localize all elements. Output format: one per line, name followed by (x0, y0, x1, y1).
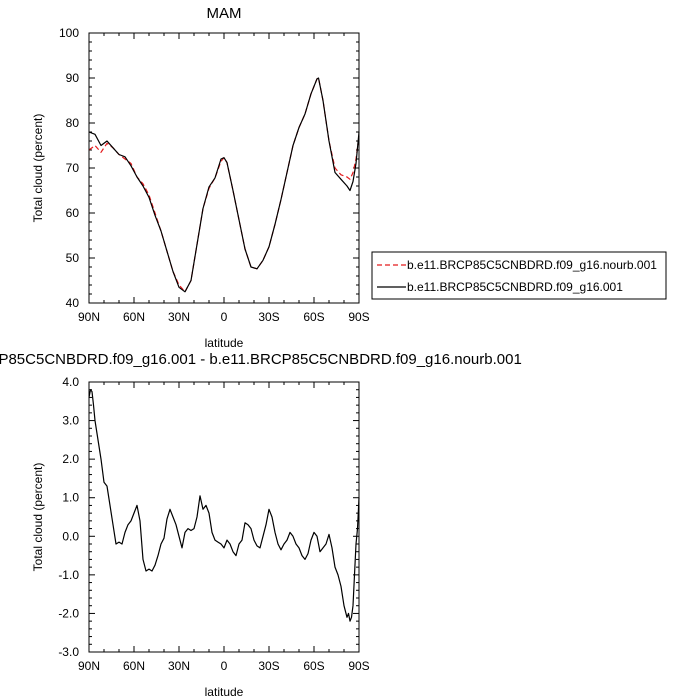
top-x-tick-label: 30N (168, 310, 190, 324)
top-series-line-1 (88, 77, 360, 293)
top-y-tick-label: 70 (66, 161, 80, 175)
bottom-chart-frame (88, 381, 360, 653)
legend-label-nourb: b.e11.BRCP85C5CNBDRD.f09_g16.nourb.001 (407, 258, 657, 272)
top-y-tick-label: 40 (66, 296, 80, 310)
bottom-series-line-0 (88, 389, 360, 622)
legend-box (371, 251, 667, 300)
top-chart-frame (88, 32, 360, 304)
bottom-y-tick-label: -3.0 (58, 645, 79, 659)
top-x-tick-label: 60N (123, 310, 145, 324)
bottom-chart-title: b.e11.BRCP85C5CNBDRD.f09_g16.001 - b.e11… (0, 351, 522, 368)
top-y-tick-label: 90 (66, 71, 80, 85)
bottom-chart-panel: b.e11.BRCP85C5CNBDRD.f09_g16.001 - b.e11… (0, 351, 522, 699)
bottom-x-tick-label: 60N (123, 659, 145, 673)
bottom-chart-ticks: 90N 60N 30N 0 30S 60S 90S -3.0 -2.0 -1.0 0.0 1.0 2.0… (58, 375, 369, 673)
legend-label-control: b.e11.BRCP85C5CNBDRD.f09_g16.001 (407, 280, 623, 294)
top-chart-series (88, 77, 360, 293)
bottom-y-tick-label: 1.0 (62, 491, 79, 505)
top-y-tick-label: 100 (59, 26, 79, 40)
bottom-x-tick-label: 30N (168, 659, 190, 673)
bottom-y-tick-label: 3.0 (62, 414, 79, 428)
top-y-tick-label: 50 (66, 251, 80, 265)
bottom-y-tick-label: 0.0 (62, 529, 79, 543)
bottom-y-tick-label: 2.0 (62, 452, 79, 466)
bottom-chart-series (88, 389, 360, 622)
bottom-x-tick-label: 30S (258, 659, 279, 673)
top-chart-xlabel: latitude (205, 336, 244, 350)
bottom-x-tick-label: 90S (348, 659, 369, 673)
top-x-tick-label: 90S (348, 310, 369, 324)
top-y-tick-label: 60 (66, 206, 80, 220)
bottom-x-tick-label: 90N (78, 659, 100, 673)
top-x-tick-label: 60S (303, 310, 324, 324)
top-chart-ticks: 90N 60N 30N 0 30S 60S 90S 40 50 60 70 80 90 100 (59, 26, 370, 324)
top-chart-ylabel: Total cloud (percent) (31, 114, 45, 223)
legend: b.e11.BRCP85C5CNBDRD.f09_g16.nourb.001 b… (371, 251, 667, 300)
top-series-line-0 (88, 77, 360, 293)
top-y-tick-label: 80 (66, 116, 80, 130)
bottom-chart-ylabel: Total cloud (percent) (31, 463, 45, 572)
top-x-tick-label: 90N (78, 310, 100, 324)
bottom-x-tick-label: 60S (303, 659, 324, 673)
bottom-x-tick-label: 0 (221, 659, 228, 673)
bottom-y-tick-label: -2.0 (58, 606, 79, 620)
bottom-chart-xlabel: latitude (205, 685, 244, 699)
top-x-tick-label: 30S (258, 310, 279, 324)
bottom-y-tick-label: 4.0 (62, 375, 79, 389)
top-chart-title: MAM (207, 5, 242, 22)
bottom-y-tick-label: -1.0 (58, 568, 79, 582)
top-chart-panel: MAM 90N 60N 30N 0 30S 60S 90S 40 50 60 70 80 90 100 l… (31, 5, 370, 350)
top-x-tick-label: 0 (221, 310, 228, 324)
